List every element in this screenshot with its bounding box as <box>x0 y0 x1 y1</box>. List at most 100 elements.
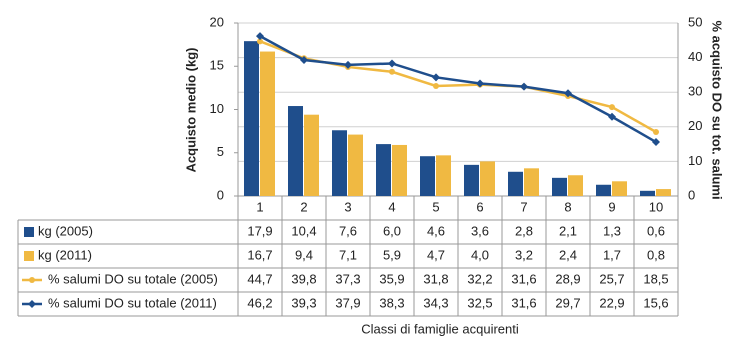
x-axis-label: Classi di famiglie acquirenti <box>361 321 519 336</box>
table-value: 7,6 <box>339 223 357 238</box>
bar <box>436 155 451 196</box>
table-value: 2,8 <box>515 223 533 238</box>
y-axis-label: Acquisto medio (kg) <box>183 48 198 173</box>
y2-tick-label: 50 <box>688 14 702 29</box>
x-tick-label: 10 <box>649 199 663 214</box>
table-value: 31,6 <box>511 295 536 310</box>
table-value: 17,9 <box>247 223 272 238</box>
marker <box>256 32 264 41</box>
legend-swatch <box>24 251 34 261</box>
table-value: 1,7 <box>603 247 621 262</box>
bar <box>612 181 627 196</box>
marker <box>476 79 484 88</box>
table-value: 44,7 <box>247 271 272 286</box>
y2-axis-label: % acquisto DO su tot. salumi <box>710 20 725 199</box>
x-tick-label: 8 <box>564 199 571 214</box>
table-value: 32,5 <box>467 295 492 310</box>
table-value: 4,6 <box>427 223 445 238</box>
bar <box>288 106 303 196</box>
table-value: 0,6 <box>647 223 665 238</box>
bar <box>552 177 567 196</box>
legend-marker <box>29 277 35 283</box>
marker <box>433 82 439 89</box>
marker <box>388 59 396 68</box>
marker <box>608 112 616 121</box>
table-value: 6,0 <box>383 223 401 238</box>
table-value: 3,6 <box>471 223 489 238</box>
table-value: 46,2 <box>247 295 272 310</box>
bar <box>304 114 319 196</box>
bar <box>464 164 479 196</box>
y2-tick-label: 30 <box>688 84 702 99</box>
table-value: 39,3 <box>291 295 316 310</box>
table-value: 5,9 <box>383 247 401 262</box>
x-tick-label: 1 <box>256 199 263 214</box>
x-tick-label: 4 <box>388 199 395 214</box>
bar <box>568 175 583 196</box>
table-value: 9,4 <box>295 247 313 262</box>
x-tick-label: 7 <box>520 199 527 214</box>
bar <box>640 190 655 196</box>
legend-label: kg (2005) <box>38 223 93 238</box>
legend-marker <box>28 300 36 308</box>
y-tick-label: 0 <box>217 187 224 202</box>
bar <box>656 189 671 196</box>
marker <box>432 73 440 82</box>
table-value: 4,0 <box>471 247 489 262</box>
table-value: 39,8 <box>291 271 316 286</box>
table-value: 2,1 <box>559 223 577 238</box>
table-value: 16,7 <box>247 247 272 262</box>
table-value: 7,1 <box>339 247 357 262</box>
y2-tick-label: 10 <box>688 153 702 168</box>
x-tick-label: 9 <box>608 199 615 214</box>
bar <box>376 144 391 196</box>
table-value: 34,3 <box>423 295 448 310</box>
marker <box>344 60 352 69</box>
bar <box>524 168 539 196</box>
table-value: 37,9 <box>335 295 360 310</box>
marker <box>653 128 659 135</box>
legend-label: % salumi DO su totale (2011) <box>48 295 217 310</box>
marker <box>652 138 660 147</box>
marker <box>564 89 572 98</box>
bar <box>260 51 275 196</box>
legend-label: kg (2011) <box>38 247 92 262</box>
y-tick-label: 15 <box>210 58 224 73</box>
bar <box>508 171 523 196</box>
line <box>259 40 657 134</box>
marker <box>257 38 263 45</box>
bar <box>332 130 347 196</box>
y2-tick-label: 0 <box>688 187 695 202</box>
table-value: 37,3 <box>335 271 360 286</box>
table-value: 38,3 <box>379 295 404 310</box>
table-value: 15,6 <box>643 295 668 310</box>
y2-tick-label: 20 <box>688 118 702 133</box>
y-tick-label: 20 <box>210 14 224 29</box>
marker <box>300 56 308 65</box>
table-value: 3,2 <box>515 247 533 262</box>
x-tick-label: 6 <box>476 199 483 214</box>
marker <box>609 104 615 111</box>
bar <box>480 161 495 196</box>
bar <box>244 41 259 196</box>
table-value: 22,9 <box>599 295 624 310</box>
legend-swatch <box>24 227 34 237</box>
table-value: 2,4 <box>559 247 577 262</box>
bar <box>392 144 407 196</box>
x-tick-label: 5 <box>432 199 439 214</box>
table-value: 1,3 <box>603 223 621 238</box>
table-value: 29,7 <box>555 295 580 310</box>
table-value: 10,4 <box>291 223 316 238</box>
table-value: 32,2 <box>467 271 492 286</box>
table-value: 25,7 <box>599 271 624 286</box>
bar <box>596 184 611 196</box>
table-value: 31,8 <box>423 271 448 286</box>
y-tick-label: 10 <box>210 101 224 116</box>
table-value: 35,9 <box>379 271 404 286</box>
table-value: 31,6 <box>511 271 536 286</box>
line <box>259 35 657 144</box>
legend-label: % salumi DO su totale (2005) <box>48 271 218 286</box>
bar <box>420 156 435 196</box>
table-value: 0,8 <box>647 247 665 262</box>
